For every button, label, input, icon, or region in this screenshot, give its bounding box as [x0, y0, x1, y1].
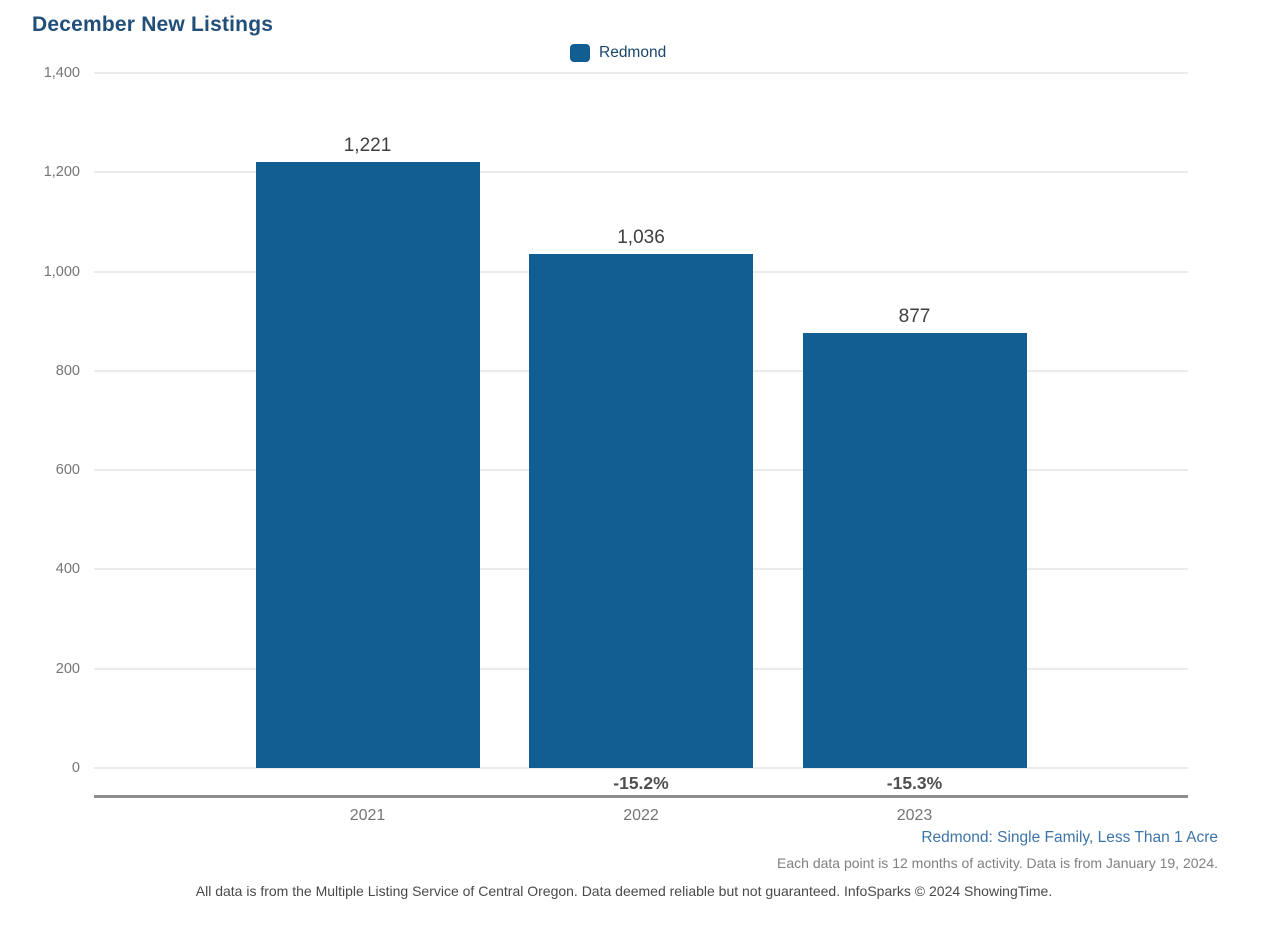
gridline-0 [94, 767, 1188, 769]
disclaimer: All data is from the Multiple Listing Se… [195, 883, 1053, 899]
x-axis-label-2022: 2022 [623, 807, 659, 824]
bar-2022[interactable] [529, 253, 753, 768]
filter-description: Redmond: Single Family, Less Than 1 Acre [921, 829, 1218, 846]
legend-label: Redmond [599, 44, 667, 61]
y-axis-tick-label-1000: 1,000 [43, 263, 80, 280]
y-axis-tick-label-1200: 1,200 [43, 164, 80, 181]
y-axis-tick-label-800: 800 [55, 362, 80, 379]
y-axis-tick-label-400: 400 [55, 561, 80, 578]
bar-2023[interactable] [802, 332, 1027, 768]
pct-change-label-2023: -15.3% [886, 773, 943, 793]
gridline-1400 [94, 72, 1188, 74]
legend-redmond[interactable]: Redmond [570, 44, 666, 62]
gridline-1200 [94, 171, 1188, 174]
x-axis-label-2023: 2023 [896, 807, 933, 824]
y-axis-tick-label-200: 200 [55, 660, 80, 677]
value-label-2021: 1,221 [343, 134, 392, 156]
x-axis-line [94, 795, 1188, 798]
value-label-2023: 877 [898, 305, 931, 327]
data-note: Each data point is 12 months of activity… [777, 855, 1218, 871]
x-axis-label-2021: 2021 [349, 807, 386, 824]
y-axis-tick-label-0: 0 [71, 760, 80, 776]
bar-2021[interactable] [255, 161, 480, 768]
value-label-2022: 1,036 [617, 226, 665, 248]
redmond-series-swatch-icon [570, 44, 590, 62]
chart-title: December New Listings [32, 13, 274, 36]
y-axis-tick-label-600: 600 [55, 462, 80, 479]
pct-change-label-2022: -15.2% [613, 773, 669, 793]
y-axis-tick-label-1400: 1,400 [43, 65, 80, 81]
